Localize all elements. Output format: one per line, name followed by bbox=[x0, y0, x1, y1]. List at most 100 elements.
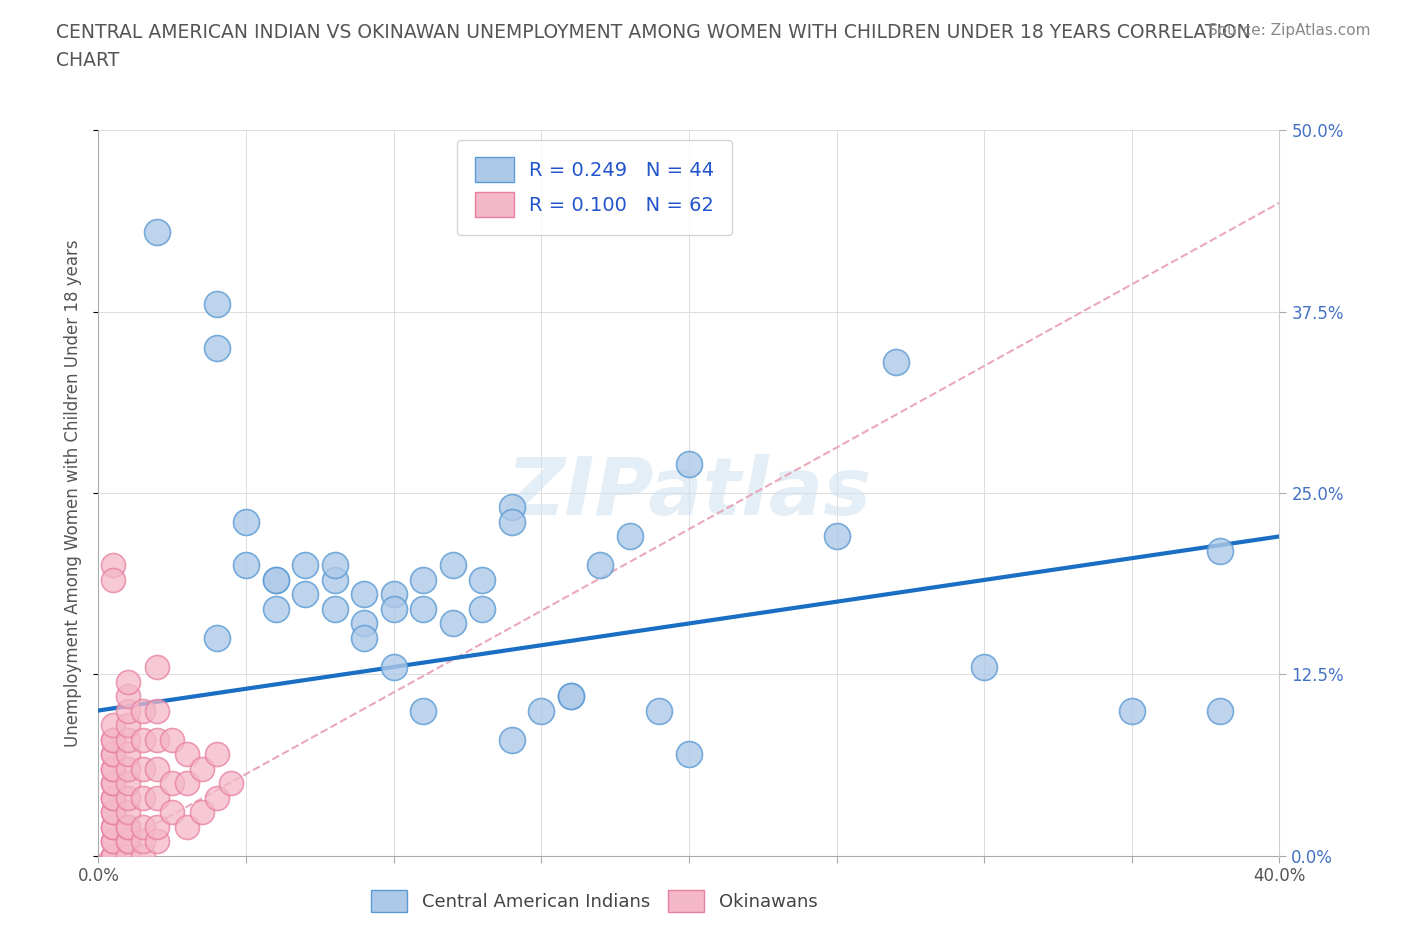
Point bbox=[825, 529, 848, 544]
Point bbox=[103, 747, 125, 762]
Point bbox=[146, 703, 169, 718]
Point bbox=[117, 674, 139, 689]
Text: CENTRAL AMERICAN INDIAN VS OKINAWAN UNEMPLOYMENT AMONG WOMEN WITH CHILDREN UNDER: CENTRAL AMERICAN INDIAN VS OKINAWAN UNEM… bbox=[56, 23, 1251, 42]
Point bbox=[412, 573, 434, 588]
Point bbox=[103, 573, 125, 588]
Point bbox=[264, 602, 287, 617]
Text: Source: ZipAtlas.com: Source: ZipAtlas.com bbox=[1208, 23, 1371, 38]
Point bbox=[132, 732, 155, 747]
Point bbox=[619, 529, 641, 544]
Point bbox=[103, 761, 125, 776]
Point bbox=[162, 804, 183, 819]
Point bbox=[146, 224, 169, 239]
Point bbox=[146, 833, 169, 848]
Point bbox=[205, 790, 228, 805]
Point bbox=[103, 790, 125, 805]
Point bbox=[117, 833, 139, 848]
Point bbox=[412, 703, 434, 718]
Point bbox=[132, 833, 155, 848]
Point bbox=[501, 732, 523, 747]
Point bbox=[353, 587, 375, 602]
Point bbox=[117, 819, 139, 834]
Point bbox=[219, 776, 242, 790]
Point bbox=[1121, 703, 1143, 718]
Point bbox=[132, 790, 155, 805]
Point bbox=[589, 558, 612, 573]
Point bbox=[294, 558, 316, 573]
Point bbox=[205, 297, 228, 312]
Point bbox=[382, 587, 405, 602]
Point bbox=[103, 833, 125, 848]
Point bbox=[191, 804, 214, 819]
Point bbox=[294, 587, 316, 602]
Point bbox=[560, 688, 582, 703]
Point bbox=[117, 718, 139, 733]
Point bbox=[146, 761, 169, 776]
Point bbox=[162, 776, 183, 790]
Point bbox=[353, 616, 375, 631]
Point bbox=[103, 776, 125, 790]
Point bbox=[205, 747, 228, 762]
Point bbox=[560, 688, 582, 703]
Point bbox=[235, 558, 257, 573]
Text: CHART: CHART bbox=[56, 51, 120, 70]
Point bbox=[117, 848, 139, 863]
Point bbox=[103, 804, 125, 819]
Point bbox=[103, 833, 125, 848]
Point bbox=[103, 848, 125, 863]
Point bbox=[117, 833, 139, 848]
Point bbox=[501, 500, 523, 515]
Point bbox=[117, 703, 139, 718]
Point bbox=[412, 602, 434, 617]
Point bbox=[973, 659, 995, 674]
Point bbox=[648, 703, 671, 718]
Point bbox=[103, 790, 125, 805]
Point bbox=[530, 703, 553, 718]
Point bbox=[323, 558, 346, 573]
Legend: Central American Indians, Okinawans: Central American Indians, Okinawans bbox=[364, 883, 825, 919]
Point bbox=[382, 659, 405, 674]
Point bbox=[353, 631, 375, 645]
Point bbox=[264, 573, 287, 588]
Point bbox=[382, 602, 405, 617]
Point bbox=[103, 804, 125, 819]
Point bbox=[117, 804, 139, 819]
Point bbox=[678, 747, 700, 762]
Point bbox=[205, 340, 228, 355]
Point bbox=[103, 848, 125, 863]
Point bbox=[471, 573, 494, 588]
Point bbox=[146, 790, 169, 805]
Text: ZIPatlas: ZIPatlas bbox=[506, 454, 872, 532]
Point bbox=[117, 790, 139, 805]
Point bbox=[117, 732, 139, 747]
Point bbox=[1209, 703, 1232, 718]
Point bbox=[176, 747, 198, 762]
Point bbox=[264, 573, 287, 588]
Point bbox=[117, 776, 139, 790]
Point bbox=[176, 819, 198, 834]
Point bbox=[103, 848, 125, 863]
Point bbox=[103, 761, 125, 776]
Point bbox=[501, 514, 523, 529]
Point bbox=[162, 732, 183, 747]
Point bbox=[117, 819, 139, 834]
Point bbox=[103, 776, 125, 790]
Point bbox=[323, 573, 346, 588]
Point bbox=[191, 761, 214, 776]
Point bbox=[205, 631, 228, 645]
Point bbox=[441, 616, 464, 631]
Point bbox=[1209, 543, 1232, 558]
Point bbox=[441, 558, 464, 573]
Point bbox=[103, 819, 125, 834]
Y-axis label: Unemployment Among Women with Children Under 18 years: Unemployment Among Women with Children U… bbox=[65, 239, 83, 747]
Point bbox=[146, 732, 169, 747]
Point bbox=[103, 747, 125, 762]
Point bbox=[323, 602, 346, 617]
Point bbox=[117, 688, 139, 703]
Point bbox=[884, 355, 907, 370]
Point bbox=[103, 732, 125, 747]
Point bbox=[103, 558, 125, 573]
Point bbox=[132, 761, 155, 776]
Point bbox=[146, 819, 169, 834]
Point bbox=[146, 659, 169, 674]
